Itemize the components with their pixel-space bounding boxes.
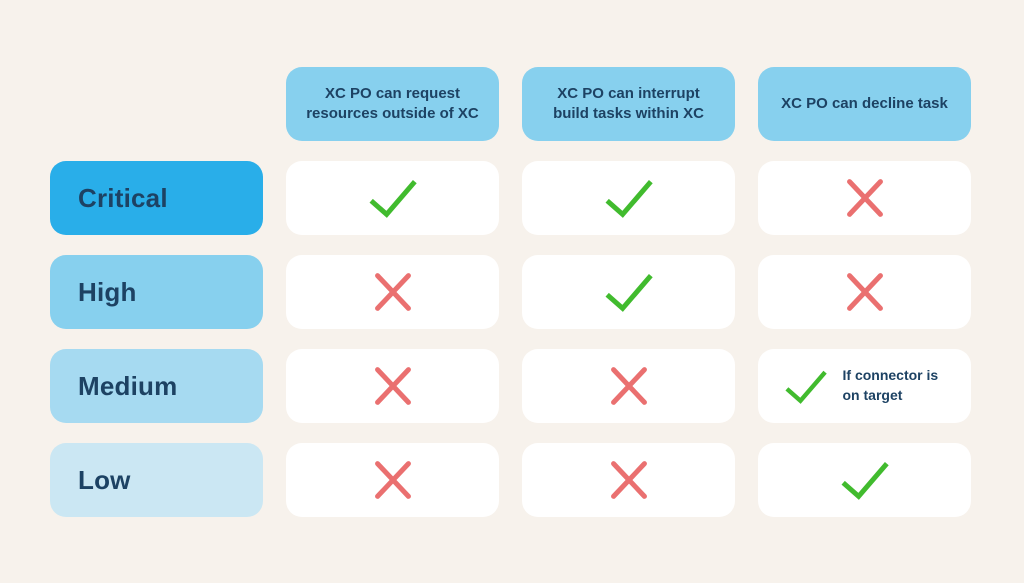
cell-low-col1 (286, 443, 499, 517)
check-icon (605, 180, 653, 218)
cell-low-col2 (522, 443, 735, 517)
cross-icon (610, 367, 647, 405)
row-label-low: Low (50, 443, 263, 517)
cell-medium-col2 (522, 349, 735, 423)
cross-icon (374, 367, 411, 405)
cross-icon (846, 179, 883, 217)
row-label-medium: Medium (50, 349, 263, 423)
cell-high-col2 (522, 255, 735, 329)
cell-low-col3 (758, 443, 971, 517)
check-icon (369, 180, 417, 218)
row-label-text: Critical (78, 182, 168, 213)
cross-icon (374, 461, 411, 499)
column-header-1: XC PO can request resources outside of X… (286, 67, 499, 141)
row-label-critical: Critical (50, 161, 263, 235)
check-icon (841, 462, 889, 500)
row-label-text: Medium (78, 370, 178, 401)
permissions-matrix: XC PO can request resources outside of X… (50, 67, 971, 517)
row-label-text: High (78, 276, 137, 307)
cell-medium-col1 (286, 349, 499, 423)
cell-high-col3 (758, 255, 971, 329)
column-header-label: XC PO can request resources outside of X… (306, 84, 479, 122)
column-header-3: XC PO can decline task (758, 67, 971, 141)
cell-high-col1 (286, 255, 499, 329)
row-label-high: High (50, 255, 263, 329)
cell-critical-col1 (286, 161, 499, 235)
row-label-text: Low (78, 464, 131, 495)
corner-spacer (50, 67, 263, 141)
cell-note: If connector is on target (842, 367, 939, 403)
cross-icon (846, 273, 883, 311)
column-header-2: XC PO can interrupt build tasks within X… (522, 67, 735, 141)
cell-critical-col3 (758, 161, 971, 235)
cross-icon (374, 273, 411, 311)
check-icon (784, 370, 827, 404)
column-header-label: XC PO can decline task (781, 94, 948, 112)
check-icon (605, 274, 653, 312)
cell-critical-col2 (522, 161, 735, 235)
cross-icon (610, 461, 647, 499)
cell-medium-col3: If connector is on target (758, 349, 971, 423)
column-header-label: XC PO can interrupt build tasks within X… (553, 84, 704, 122)
